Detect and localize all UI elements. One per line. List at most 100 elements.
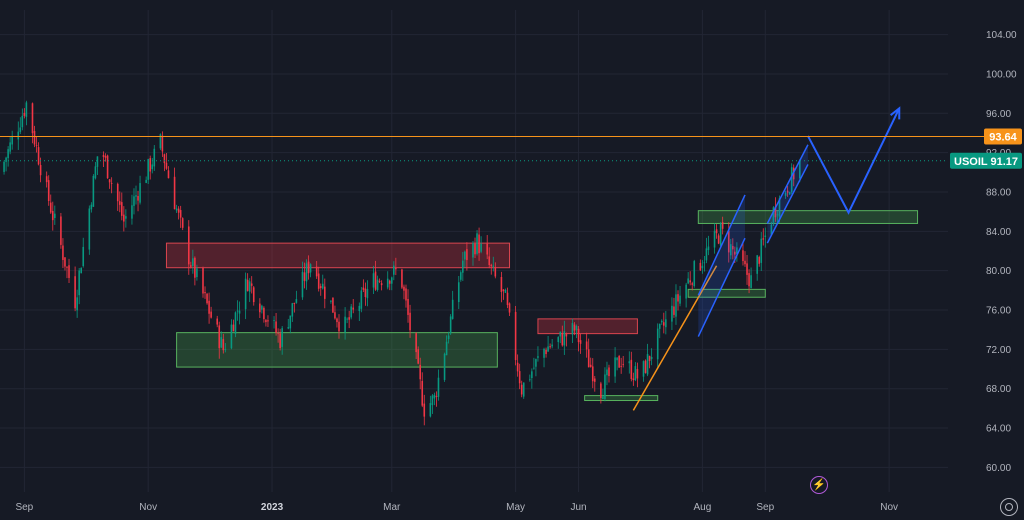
candle-down — [516, 362, 519, 372]
x-tick-label: Aug — [693, 502, 711, 513]
candle-down — [514, 311, 517, 361]
x-tick-label: 2023 — [261, 502, 284, 513]
y-tick-label: 88.00 — [986, 187, 1011, 198]
candle-down — [108, 179, 111, 183]
time-axis[interactable]: Sep Nov 2023 Mar May Jun Aug Sep Nov — [15, 502, 898, 513]
candle-up — [563, 331, 566, 346]
candle-up — [393, 265, 395, 275]
candle-up — [772, 207, 775, 223]
candle-down — [35, 145, 38, 146]
price-axis[interactable]: 104.00100.0096.0092.0088.0084.0080.0076.… — [986, 30, 1017, 474]
candle-down — [419, 364, 422, 380]
candle-down — [727, 230, 730, 253]
candle-down — [259, 303, 261, 313]
candle-down — [116, 183, 119, 202]
candle-up — [770, 224, 773, 235]
candle-up — [25, 102, 28, 117]
candle-up — [386, 278, 389, 288]
candle-down — [494, 267, 497, 277]
candle-up — [131, 205, 133, 219]
candle-down — [721, 222, 724, 229]
candle-down — [177, 208, 180, 213]
candle-down — [123, 214, 125, 222]
candle-up — [244, 278, 247, 310]
candle-up — [778, 198, 781, 217]
channel-lower-line — [697, 237, 746, 337]
candle-up — [159, 134, 162, 149]
candle-up — [433, 394, 436, 399]
candle-down — [561, 333, 564, 346]
candle-down — [717, 235, 720, 244]
candle-down — [746, 263, 748, 275]
channel-fill — [767, 144, 808, 244]
candle-up — [305, 263, 308, 282]
resistance-zone — [165, 242, 511, 269]
candle-up — [650, 356, 653, 360]
candle-up — [135, 195, 137, 197]
candle-down — [608, 367, 610, 377]
candle-down — [102, 154, 105, 157]
candle-up — [429, 403, 432, 417]
candle-up — [92, 175, 95, 207]
candle-up — [614, 357, 616, 377]
candle-up — [646, 354, 649, 375]
candle-up — [145, 179, 147, 183]
lightning-bolt-icon[interactable]: ⚡ — [810, 476, 828, 494]
channel-lower-line — [766, 164, 809, 244]
candle-up — [96, 156, 99, 167]
support-zone — [697, 210, 919, 224]
candle-down — [774, 206, 777, 218]
candle-up — [799, 160, 801, 179]
candle-up — [19, 127, 22, 132]
candle-down — [549, 346, 551, 348]
gear-icon[interactable] — [1000, 498, 1018, 516]
y-tick-label: 76.00 — [986, 306, 1011, 317]
x-tick-label: Jun — [570, 502, 586, 513]
y-tick-label: 100.00 — [986, 69, 1017, 80]
candle-up — [537, 356, 539, 358]
candle-down — [167, 170, 170, 179]
candle-up — [224, 349, 227, 351]
candle-down — [246, 279, 249, 291]
x-tick-label: Nov — [139, 502, 157, 513]
candle-down — [45, 176, 48, 183]
candle-down — [277, 333, 279, 335]
candle-up — [76, 297, 78, 311]
candle-down — [374, 271, 377, 290]
candle-up — [139, 183, 141, 203]
y-tick-label: 72.00 — [986, 345, 1011, 356]
zones-layer — [165, 210, 919, 402]
candle-up — [11, 136, 13, 145]
candle-down — [179, 210, 182, 218]
channel-upper-line — [697, 194, 746, 296]
candle-down — [618, 356, 620, 368]
candle-up — [445, 341, 448, 356]
candle-down — [319, 286, 322, 288]
candle-down — [120, 202, 123, 216]
candle-down — [218, 325, 221, 349]
candle-down — [23, 112, 26, 116]
candle-down — [267, 320, 269, 322]
candle-up — [238, 310, 241, 314]
candle-up — [707, 246, 710, 251]
candle-up — [616, 357, 618, 361]
candle-down — [104, 156, 107, 158]
candle-down — [593, 378, 596, 382]
candle-down — [748, 273, 750, 287]
y-tick-label: 64.00 — [986, 424, 1011, 435]
candle-down — [51, 210, 54, 221]
candle-down — [644, 360, 647, 373]
candle-up — [330, 300, 332, 302]
candle-up — [220, 337, 223, 348]
candle-down — [210, 311, 212, 318]
candle-down — [334, 312, 336, 319]
candle-down — [648, 355, 651, 361]
candle-down — [506, 292, 509, 305]
candle-up — [788, 192, 791, 195]
candle-down — [677, 294, 679, 302]
candle-up — [376, 279, 379, 290]
candle-up — [457, 282, 460, 303]
